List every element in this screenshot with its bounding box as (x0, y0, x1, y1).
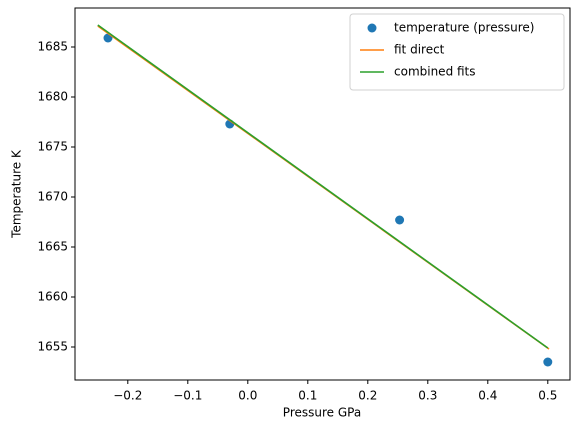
x-tick-label: 0.1 (298, 389, 317, 403)
x-tick-label: −0.1 (173, 389, 202, 403)
x-tick-label: 0.4 (478, 389, 497, 403)
legend-label: temperature (pressure) (394, 21, 534, 35)
y-tick-label: 1680 (37, 90, 68, 104)
plot-frame (74, 7, 571, 381)
data-point (543, 357, 553, 367)
line-series (97, 24, 549, 349)
y-tick-label: 1665 (37, 240, 68, 254)
y-tick-label: 1675 (37, 140, 68, 154)
x-axis-label: Pressure GPa (283, 406, 361, 420)
data-point (395, 215, 405, 225)
legend-box (349, 13, 565, 91)
y-tick-label: 1685 (37, 40, 68, 54)
legend-marker (367, 23, 377, 33)
x-tick-label: 0.5 (538, 389, 557, 403)
x-tick-label: 0.2 (358, 389, 377, 403)
x-tick-label: 0.0 (238, 389, 257, 403)
legend-label: combined fits (394, 65, 476, 79)
y-tick-label: 1670 (37, 190, 68, 204)
legend-label: fit direct (394, 43, 445, 57)
x-tick-label: −0.2 (113, 389, 142, 403)
y-axis-label: Temperature K (10, 149, 24, 239)
y-tick-label: 1660 (37, 290, 68, 304)
x-tick-label: 0.3 (418, 389, 437, 403)
y-tick-label: 1655 (37, 340, 68, 354)
